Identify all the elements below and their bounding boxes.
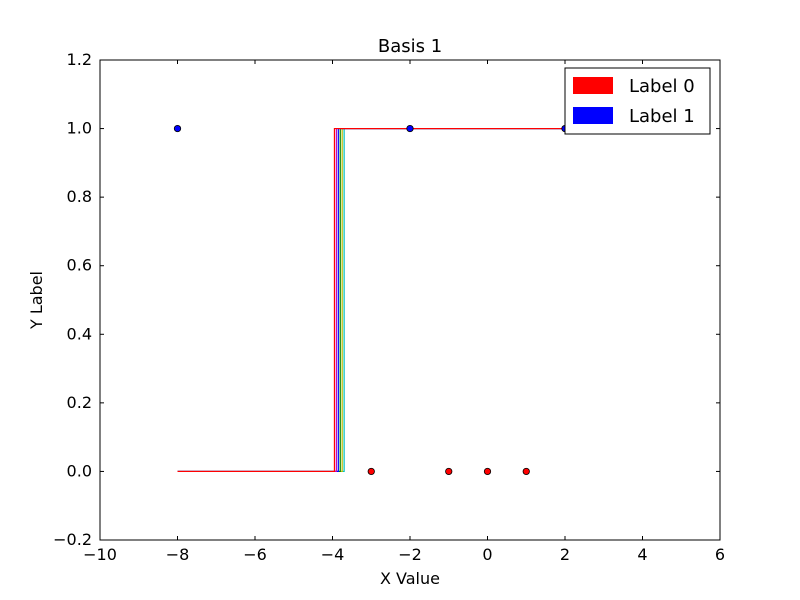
y-tick-label-0: −0.2 [53,530,92,549]
chart-title: Basis 1 [378,36,442,57]
step-curve-5 [177,127,565,473]
x-tick-label-8: 6 [715,545,725,564]
x-tick-label-2: −6 [243,545,267,564]
step-curves [177,127,565,473]
legend: Label 0 Label 1 [564,67,711,135]
y-tick-label-2: 0.2 [67,393,92,412]
data-point-3 [367,467,375,476]
data-point-6 [522,467,530,476]
x-tick-label-7: 4 [637,545,647,564]
y-tick-label-1: 0.0 [67,461,92,480]
data-point-1 [406,124,414,133]
data-point-0 [173,124,182,133]
y-tick-labels: −0.2 0.0 0.2 0.4 0.6 0.8 1.0 1.2 [53,50,92,549]
x-tick-label-6: 2 [560,545,570,564]
y-tick-label-5: 0.8 [67,187,92,206]
data-points [173,124,569,476]
x-tick-label-3: −4 [321,545,345,564]
step-curve-2 [177,127,565,473]
data-point-5 [483,467,492,476]
y-tick-label-6: 1.0 [67,119,92,138]
step-curve-4 [177,127,565,473]
step-curve-0 [177,127,565,473]
y-tick-label-4: 0.6 [67,256,92,275]
legend-swatch-label-0 [573,77,613,94]
legend-label-1: Label 1 [629,106,695,127]
axis-ticks [99,59,721,541]
y-axis-label: Y Label [27,271,46,330]
y-tick-label-3: 0.4 [67,324,92,343]
y-tick-label-7: 1.2 [67,50,92,69]
step-curve-1 [177,127,565,473]
legend-label-0: Label 0 [629,76,695,97]
x-tick-labels: −10 −8 −6 −4 −2 0 2 4 6 [83,545,725,564]
x-tick-label-1: −8 [166,545,190,564]
x-tick-label-0: −10 [83,545,117,564]
x-tick-label-5: 0 [482,545,492,564]
legend-swatch-label-1 [573,107,613,124]
x-axis-label: X Value [380,569,440,588]
data-point-4 [445,467,453,476]
step-curve-3 [177,127,565,473]
x-tick-label-4: −2 [398,545,422,564]
